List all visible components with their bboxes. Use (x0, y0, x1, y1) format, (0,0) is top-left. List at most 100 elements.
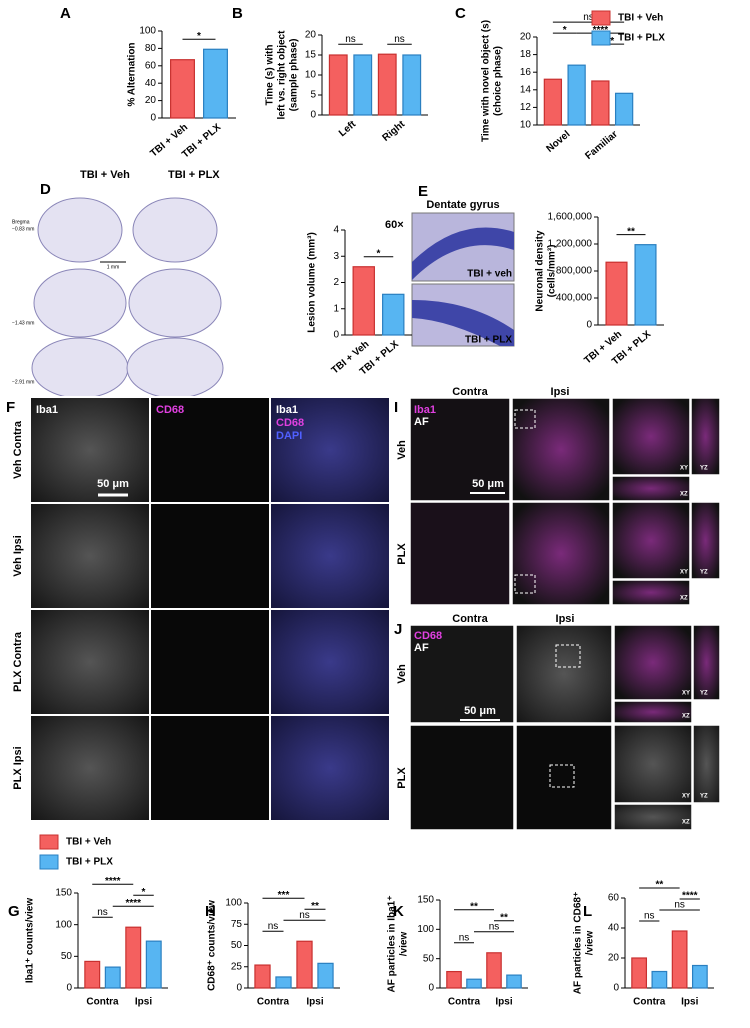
bar (446, 970, 462, 989)
y-tick-label: 100 (225, 898, 242, 909)
y-axis-label: AF particles in Iba1⁺ (387, 896, 398, 993)
significance: ns (644, 911, 655, 922)
row-label: Veh Contra (12, 420, 24, 479)
legend-swatch (591, 10, 611, 26)
significance: ns (268, 921, 279, 932)
y-tick-label: 60 (145, 60, 157, 71)
legend-swatch (39, 854, 59, 870)
y-tick-label: 0 (428, 983, 434, 994)
label: XZ (680, 492, 688, 498)
y-tick-label: 60 (608, 893, 620, 904)
y-tick-label: 25 (231, 961, 243, 972)
y-tick-label: 10 (305, 70, 317, 81)
x-tick-label: Contra (633, 997, 666, 1008)
label: XY (682, 691, 690, 697)
bar (486, 952, 502, 989)
panel-label: E (418, 183, 428, 200)
label: CD68 (276, 417, 304, 429)
label: YZ (700, 570, 708, 576)
panel-label: J (394, 621, 402, 638)
bar (543, 78, 563, 126)
legend-label: TBI + PLX (618, 33, 665, 44)
bar (591, 80, 610, 126)
y-axis-label: Iba1⁺ counts/view (25, 898, 36, 984)
y-tick-label: 20 (305, 30, 317, 41)
y-axis-label: CD68⁺ counts/view (207, 900, 218, 991)
bar (84, 960, 101, 989)
bar (125, 926, 142, 989)
significance: ns (299, 910, 310, 921)
label: XY (682, 794, 690, 800)
label: Dentate gyrus (426, 199, 499, 211)
y-axis-label: (sample phase) (289, 39, 300, 112)
bar (104, 966, 121, 989)
image (412, 300, 514, 346)
y-tick-label: 0 (586, 320, 592, 331)
significance: **** (105, 876, 121, 887)
y-tick-label: 50 (423, 953, 435, 964)
x-tick-label: Ipsi (306, 997, 323, 1008)
label: Bregma (12, 219, 30, 225)
header: Ipsi (556, 613, 575, 625)
significance: * (610, 36, 614, 47)
bar (353, 54, 373, 116)
label: −2.91 mm (12, 379, 34, 385)
label: AF (414, 416, 429, 428)
y-axis-label: Time (s) with (265, 45, 276, 106)
significance: ns (674, 900, 685, 911)
significance: ** (500, 912, 508, 923)
bar (328, 54, 348, 116)
bar (296, 940, 313, 989)
y-axis-label: % Alternation (127, 42, 138, 106)
y-tick-label: 1,200,000 (548, 239, 593, 250)
image (412, 227, 514, 280)
y-tick-label: 5 (310, 90, 316, 101)
y-axis-label: (cells/mm³) (547, 245, 558, 298)
label: 60× (385, 219, 404, 231)
y-tick-label: 100 (55, 919, 72, 930)
label: Iba1 (36, 404, 58, 416)
label: YZ (700, 691, 708, 697)
bar (631, 957, 648, 989)
row-label: Veh (396, 664, 408, 684)
bar (671, 930, 688, 989)
y-tick-label: 80 (145, 43, 157, 54)
row-label: PLX Ipsi (12, 746, 24, 789)
x-tick-label: Ipsi (495, 997, 512, 1008)
bar (377, 53, 397, 116)
y-tick-label: 75 (231, 919, 243, 930)
significance: **** (593, 25, 609, 36)
bar (170, 59, 195, 119)
significance: **** (682, 891, 698, 902)
brain-sections: TBI + Veh TBI + PLX Bregma −0.83 mm −1.4… (12, 169, 224, 399)
y-tick-label: 0 (310, 110, 316, 121)
dentate-images: 60× Dentate gyrus TBI + veh TBI + PLX (385, 199, 515, 347)
label: YZ (700, 466, 708, 472)
header: TBI + PLX (168, 169, 220, 181)
legend-label: TBI + Veh (618, 13, 663, 24)
y-tick-label: 0 (150, 113, 156, 124)
label: CD68 (156, 404, 184, 416)
x-tick-label: Left (337, 118, 359, 139)
y-axis-label: left vs. right object (277, 30, 288, 120)
label: Iba1 (414, 404, 436, 416)
panel-i: I Contra Ipsi Iba1 AF 50 μm Veh PLX XY Y… (394, 386, 721, 606)
y-axis-label: Time with novel object (s) (481, 20, 492, 142)
bar (614, 92, 634, 126)
significance: ** (655, 880, 663, 891)
bar (506, 974, 522, 989)
label: XZ (682, 820, 690, 826)
label: CD68 (414, 630, 442, 642)
significance: ** (627, 226, 635, 237)
y-tick-label: 20 (520, 32, 532, 43)
label: −1.43 mm (12, 320, 34, 326)
x-tick-label: Right (380, 118, 407, 143)
roi-boxes (514, 409, 581, 788)
label: XY (680, 570, 688, 576)
y-tick-label: 4 (333, 225, 339, 236)
y-tick-label: 40 (608, 923, 620, 934)
y-tick-label: 18 (520, 49, 532, 60)
significance: ns (583, 12, 594, 23)
bar (275, 976, 292, 989)
x-tick-label: Contra (257, 997, 290, 1008)
